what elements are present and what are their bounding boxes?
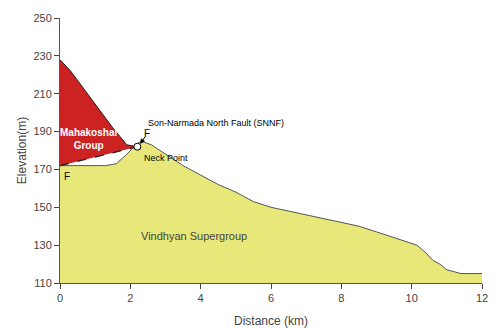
svg-text:0: 0: [57, 292, 63, 304]
svg-text:130: 130: [33, 239, 51, 251]
svg-text:MahakoshalGroup: MahakoshalGroup: [60, 127, 117, 151]
svg-text:Neck Point: Neck Point: [144, 153, 188, 163]
svg-text:230: 230: [33, 50, 51, 62]
svg-text:Elevation(m): Elevation(m): [15, 117, 29, 184]
svg-text:F: F: [64, 171, 70, 182]
svg-text:10: 10: [406, 292, 418, 304]
svg-text:12: 12: [476, 292, 488, 304]
svg-text:8: 8: [338, 292, 344, 304]
svg-text:Distance (km): Distance (km): [234, 314, 308, 328]
svg-text:250: 250: [33, 12, 51, 24]
svg-text:Vindhyan Supergroup: Vindhyan Supergroup: [141, 230, 247, 242]
svg-text:4: 4: [198, 292, 204, 304]
svg-text:2: 2: [127, 292, 133, 304]
svg-text:Son-Narmada North Fault (SNNF): Son-Narmada North Fault (SNNF): [148, 118, 284, 128]
svg-text:150: 150: [33, 201, 51, 213]
svg-text:F: F: [144, 128, 150, 139]
svg-text:170: 170: [33, 163, 51, 175]
svg-text:6: 6: [268, 292, 274, 304]
svg-text:190: 190: [33, 125, 51, 137]
svg-text:210: 210: [33, 88, 51, 100]
svg-text:110: 110: [34, 277, 52, 289]
